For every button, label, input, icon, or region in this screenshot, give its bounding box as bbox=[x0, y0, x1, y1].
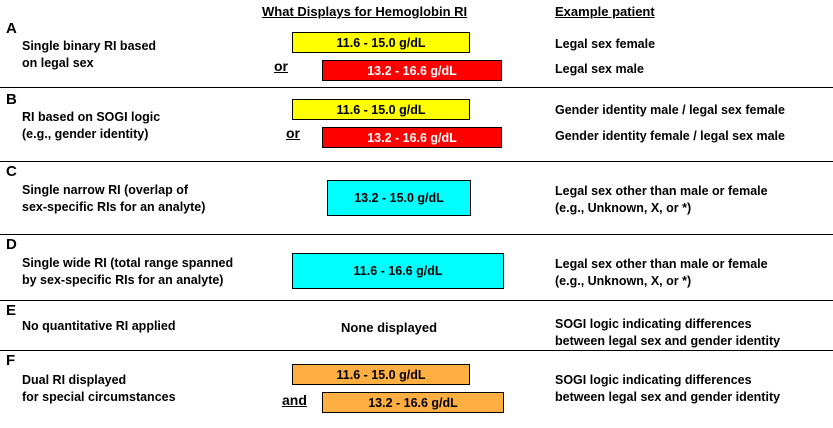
row-d-wide-range-box: 11.6 - 16.6 g/dL bbox=[292, 253, 504, 289]
row-c-description-line-2: sex-specific RIs for an analyte) bbox=[22, 200, 206, 214]
row-c-narrow-range-box: 13.2 - 15.0 g/dL bbox=[327, 180, 471, 216]
row-b-or-label: or bbox=[286, 125, 300, 141]
row-a-letter: A bbox=[6, 20, 17, 37]
row-a-male-range-box: 13.2 - 16.6 g/dL bbox=[322, 60, 502, 81]
row-f-description-line-1: Dual RI displayed bbox=[22, 373, 127, 387]
row-a-description-line-1: Single binary RI based bbox=[22, 39, 157, 53]
row-f-patient: SOGI logic indicating differences betwee… bbox=[555, 372, 780, 406]
row-a-description: Single binary RI based on legal sex bbox=[22, 38, 156, 72]
row-f-description: Dual RI displayed for special circumstan… bbox=[22, 372, 176, 406]
row-d-patient-line-2: (e.g., Unknown, X, or *) bbox=[555, 274, 692, 288]
row-b-male-range-box: 13.2 - 16.6 g/dL bbox=[322, 127, 502, 148]
row-b-description-line-1: RI based on SOGI logic bbox=[22, 110, 161, 124]
row-a-or-label: or bbox=[274, 58, 288, 74]
row-c-description: Single narrow RI (overlap of sex-specifi… bbox=[22, 182, 205, 216]
row-f-patient-line-2: between legal sex and gender identity bbox=[555, 390, 781, 404]
display-column-header: What Displays for Hemoglobin RI bbox=[262, 4, 468, 19]
row-d-description-line-2: by sex-specific RIs for an analyte) bbox=[22, 273, 224, 287]
row-f-patient-line-1: SOGI logic indicating differences bbox=[555, 373, 752, 387]
row-b-description-line-2: (e.g., gender identity) bbox=[22, 127, 149, 141]
row-c-description-line-1: Single narrow RI (overlap of bbox=[22, 183, 188, 197]
row-b-letter: B bbox=[6, 91, 17, 108]
row-d-description-line-1: Single wide RI (total range spanned bbox=[22, 256, 234, 270]
row-b-patient-2: Gender identity female / legal sex male bbox=[555, 129, 785, 143]
row-a-patient-1: Legal sex female bbox=[555, 37, 656, 51]
row-e-none-displayed: None displayed bbox=[341, 320, 438, 335]
row-c-patient: Legal sex other than male or female (e.g… bbox=[555, 183, 768, 217]
divider-e-f bbox=[0, 350, 833, 351]
row-f-first-range-box: 11.6 - 15.0 g/dL bbox=[292, 364, 470, 385]
row-f-description-line-2: for special circumstances bbox=[22, 390, 176, 404]
row-d-patient-line-1: Legal sex other than male or female bbox=[555, 257, 768, 271]
divider-d-e bbox=[0, 300, 833, 301]
row-a-description-line-2: on legal sex bbox=[22, 56, 94, 70]
row-b-patient-1: Gender identity male / legal sex female bbox=[555, 103, 785, 117]
row-d-description: Single wide RI (total range spanned by s… bbox=[22, 255, 233, 289]
row-f-second-range-box: 13.2 - 16.6 g/dL bbox=[322, 392, 504, 413]
row-e-patient-line-2: between legal sex and gender identity bbox=[555, 334, 781, 348]
divider-c-d bbox=[0, 234, 833, 235]
row-e-patient: SOGI logic indicating differences betwee… bbox=[555, 316, 780, 350]
patient-column-header: Example patient bbox=[555, 4, 655, 19]
divider-b-c bbox=[0, 161, 833, 162]
row-c-patient-line-2: (e.g., Unknown, X, or *) bbox=[555, 201, 692, 215]
row-f-letter: F bbox=[6, 352, 16, 369]
row-e-patient-line-1: SOGI logic indicating differences bbox=[555, 317, 752, 331]
row-a-female-range-box: 11.6 - 15.0 g/dL bbox=[292, 32, 470, 53]
row-c-patient-line-1: Legal sex other than male or female bbox=[555, 184, 768, 198]
row-f-and-label: and bbox=[282, 392, 307, 408]
row-a-patient-2: Legal sex male bbox=[555, 62, 644, 76]
row-e-letter: E bbox=[6, 302, 17, 319]
row-b-female-range-box: 11.6 - 15.0 g/dL bbox=[292, 99, 470, 120]
row-e-description: No quantitative RI applied bbox=[22, 319, 176, 333]
row-d-letter: D bbox=[6, 236, 17, 253]
divider-a-b bbox=[0, 87, 833, 88]
row-c-letter: C bbox=[6, 163, 17, 180]
row-b-description: RI based on SOGI logic (e.g., gender ide… bbox=[22, 109, 160, 143]
row-d-patient: Legal sex other than male or female (e.g… bbox=[555, 256, 768, 290]
